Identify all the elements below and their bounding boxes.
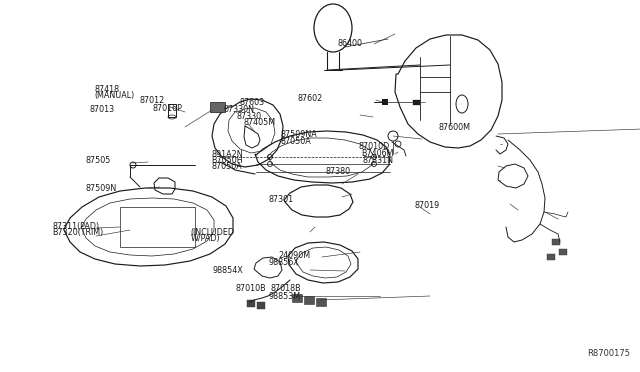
- Text: 87050A: 87050A: [211, 162, 242, 171]
- Text: 98854X: 98854X: [212, 266, 243, 275]
- Text: 87010D: 87010D: [358, 142, 390, 151]
- Bar: [257, 302, 265, 309]
- Text: 87509N: 87509N: [85, 185, 116, 193]
- Text: 87380: 87380: [325, 167, 350, 176]
- Text: 87602: 87602: [298, 94, 323, 103]
- Text: 07330N: 07330N: [224, 105, 255, 114]
- Bar: [210, 102, 225, 112]
- Text: 87301: 87301: [269, 195, 294, 204]
- Bar: [120, 207, 195, 247]
- Text: B7320(TRIM): B7320(TRIM): [52, 228, 104, 237]
- Text: W/PAD): W/PAD): [191, 234, 220, 243]
- Text: (MANUAL): (MANUAL): [95, 91, 135, 100]
- Bar: [559, 249, 567, 255]
- Text: 24090M: 24090M: [278, 251, 310, 260]
- Text: 87330: 87330: [237, 112, 262, 121]
- Text: (INCLUDED: (INCLUDED: [191, 228, 235, 237]
- Text: 87012: 87012: [140, 96, 164, 105]
- Text: 87311(PAD): 87311(PAD): [52, 222, 100, 231]
- Text: 87509NA: 87509NA: [280, 130, 317, 139]
- Bar: [382, 99, 388, 105]
- Text: R8700175: R8700175: [587, 349, 630, 358]
- Text: 98856X: 98856X: [269, 258, 300, 267]
- Text: B7050H: B7050H: [211, 156, 243, 165]
- Text: 98853M: 98853M: [269, 292, 301, 301]
- Text: 87018B: 87018B: [270, 284, 301, 293]
- Bar: [316, 298, 326, 306]
- Text: 87019: 87019: [415, 201, 440, 210]
- Bar: [412, 99, 420, 105]
- Bar: [552, 239, 560, 245]
- Bar: [168, 104, 176, 117]
- Text: B7406M: B7406M: [362, 149, 394, 158]
- Text: 86400: 86400: [338, 39, 363, 48]
- Text: 87016P: 87016P: [152, 104, 182, 113]
- Text: 87010B: 87010B: [236, 284, 266, 293]
- Text: 87603: 87603: [240, 98, 265, 107]
- Text: 891A2N: 891A2N: [211, 150, 243, 159]
- Text: 87331N: 87331N: [362, 156, 393, 165]
- Bar: [247, 300, 255, 307]
- Bar: [292, 294, 302, 302]
- Bar: [547, 254, 555, 260]
- Text: 87418: 87418: [95, 85, 120, 94]
- Text: 87050A: 87050A: [280, 137, 311, 146]
- Bar: [304, 296, 314, 304]
- Text: 87600M: 87600M: [438, 124, 470, 132]
- Text: 87013: 87013: [90, 105, 115, 114]
- Text: 87505: 87505: [85, 156, 111, 165]
- Text: 87405M: 87405M: [243, 118, 275, 126]
